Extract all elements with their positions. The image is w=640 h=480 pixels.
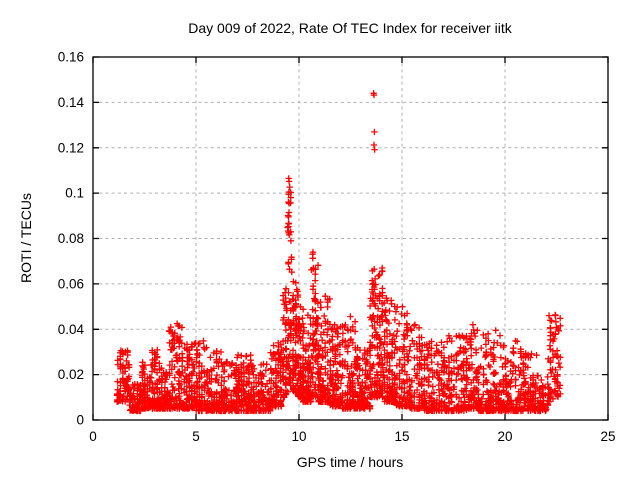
svg-text:0.14: 0.14 xyxy=(58,95,85,110)
chart-title: Day 009 of 2022, Rate Of TEC Index for r… xyxy=(188,20,512,36)
svg-text:0.06: 0.06 xyxy=(58,276,84,291)
svg-text:0.1: 0.1 xyxy=(65,186,84,201)
svg-text:20: 20 xyxy=(497,429,512,444)
svg-text:0.02: 0.02 xyxy=(58,367,84,382)
y-axis-label: ROTI / TECUs xyxy=(18,193,34,283)
svg-text:0.04: 0.04 xyxy=(58,322,85,337)
svg-text:5: 5 xyxy=(192,429,200,444)
svg-text:0.16: 0.16 xyxy=(58,50,84,65)
axis-frame-and-ticks xyxy=(92,56,609,421)
y-axis-tick-labels: 0 0.02 0.04 0.06 0.08 0.1 0.12 0.14 0.16 xyxy=(58,50,85,428)
svg-text:10: 10 xyxy=(291,429,306,444)
svg-text:15: 15 xyxy=(394,429,409,444)
svg-text:0: 0 xyxy=(76,413,84,428)
svg-text:25: 25 xyxy=(600,429,615,444)
svg-text:0.08: 0.08 xyxy=(58,231,84,246)
svg-text:0.12: 0.12 xyxy=(58,140,84,155)
x-axis-tick-labels: 0 5 10 15 20 25 xyxy=(89,429,615,444)
x-axis-label: GPS time / hours xyxy=(296,454,404,470)
svg-text:0: 0 xyxy=(89,429,97,444)
scatter-points xyxy=(113,90,564,415)
